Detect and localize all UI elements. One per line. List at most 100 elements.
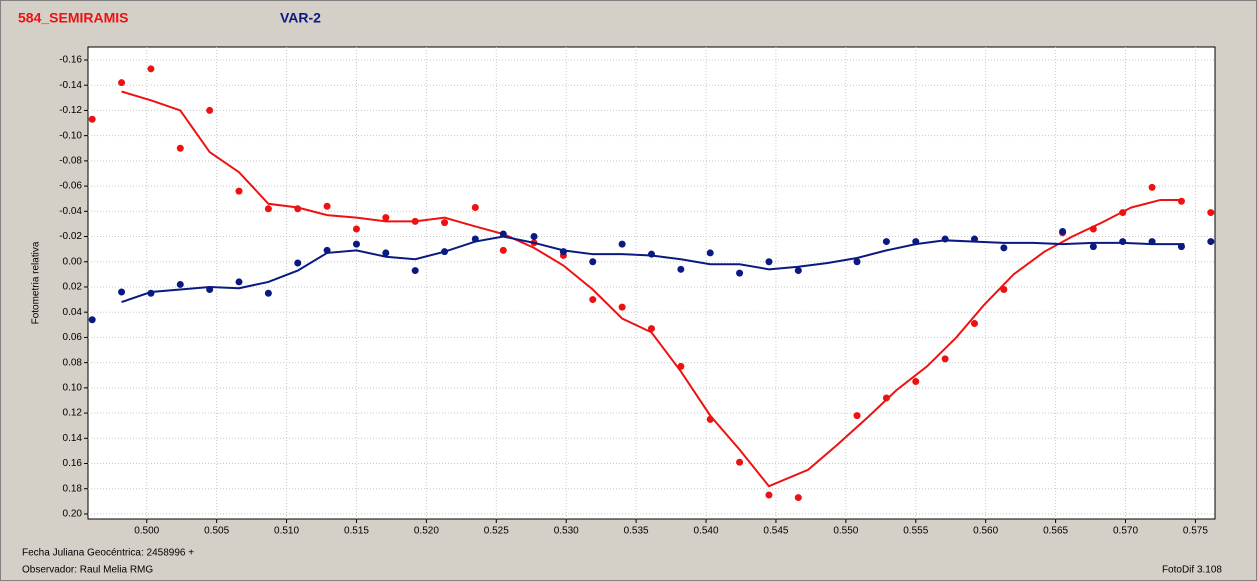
- data-point: [853, 258, 861, 266]
- data-point: [264, 205, 272, 213]
- data-point: [294, 205, 302, 213]
- y-tick-label: 0.20: [63, 509, 83, 520]
- y-tick-label: -0.08: [59, 156, 82, 167]
- y-tick-label: 0.16: [63, 458, 83, 469]
- data-point: [352, 240, 360, 248]
- x-tick-label: 0.530: [554, 526, 579, 537]
- data-point: [323, 246, 331, 254]
- y-tick-label: 0.00: [63, 256, 83, 267]
- data-point: [706, 249, 714, 257]
- y-tick-label: 0.02: [63, 282, 83, 293]
- data-point: [1177, 243, 1185, 251]
- data-point: [1177, 197, 1185, 205]
- y-tick-label: 0.04: [63, 307, 83, 318]
- y-tick-label: -0.02: [59, 231, 82, 242]
- data-point: [118, 79, 126, 87]
- data-point: [618, 240, 626, 248]
- y-tick-label: 0.12: [63, 408, 83, 419]
- x-tick-label: 0.575: [1183, 526, 1208, 537]
- data-point: [147, 289, 155, 297]
- data-point: [264, 289, 272, 297]
- footer-text: Observador: Raul Melia RMG: [22, 565, 153, 576]
- data-point: [176, 280, 184, 288]
- data-point: [736, 269, 744, 277]
- data-point: [1000, 244, 1008, 252]
- data-point: [1119, 238, 1127, 246]
- series-title: 584_SEMIRAMIS: [18, 10, 128, 26]
- data-point: [648, 250, 655, 258]
- data-point: [706, 415, 714, 423]
- data-point: [471, 204, 479, 212]
- data-point: [411, 217, 419, 225]
- y-tick-label: -0.12: [59, 105, 82, 116]
- data-point: [411, 267, 419, 275]
- data-point: [1207, 209, 1215, 217]
- y-axis-label: Fotometria relativa: [31, 241, 42, 324]
- data-point: [794, 267, 802, 275]
- data-point: [618, 303, 626, 311]
- y-tick-label: 0.18: [63, 483, 83, 494]
- x-tick-label: 0.505: [204, 526, 229, 537]
- data-point: [1207, 238, 1215, 246]
- data-point: [441, 219, 449, 227]
- data-point: [382, 214, 390, 222]
- x-tick-label: 0.555: [903, 526, 928, 537]
- data-point: [1089, 243, 1097, 251]
- data-point: [530, 233, 538, 241]
- y-tick-label: -0.10: [59, 130, 82, 141]
- data-point: [471, 235, 479, 243]
- data-point: [648, 325, 655, 333]
- x-tick-label: 0.560: [973, 526, 998, 537]
- x-tick-label: 0.550: [833, 526, 858, 537]
- data-point: [765, 491, 773, 499]
- y-tick-label: -0.14: [59, 80, 82, 91]
- data-point: [970, 320, 978, 328]
- data-point: [912, 378, 920, 386]
- data-point: [235, 278, 243, 286]
- x-tick-label: 0.500: [134, 526, 159, 537]
- data-point: [499, 230, 507, 238]
- y-tick-label: 0.10: [63, 382, 83, 393]
- data-point: [736, 458, 744, 466]
- x-tick-label: 0.570: [1113, 526, 1138, 537]
- x-tick-label: 0.520: [414, 526, 439, 537]
- x-tick-label: 0.540: [694, 526, 719, 537]
- data-point: [882, 394, 890, 402]
- x-tick-label: 0.510: [274, 526, 299, 537]
- data-point: [118, 288, 126, 296]
- data-point: [176, 144, 184, 152]
- series-title: VAR-2: [280, 10, 321, 26]
- x-tick-label: 0.545: [763, 526, 788, 537]
- x-tick-label: 0.535: [624, 526, 649, 537]
- data-point: [912, 238, 920, 246]
- data-point: [1000, 285, 1008, 293]
- y-tick-label: 0.14: [63, 433, 83, 444]
- data-point: [1089, 225, 1097, 233]
- y-tick-label: -0.04: [59, 206, 82, 217]
- data-point: [765, 258, 773, 266]
- x-tick-label: 0.525: [484, 526, 509, 537]
- data-point: [677, 265, 685, 273]
- data-point: [206, 106, 214, 114]
- data-point: [382, 249, 390, 257]
- data-point: [941, 355, 949, 363]
- data-point: [1148, 238, 1156, 246]
- data-point: [323, 202, 331, 210]
- data-point: [882, 238, 890, 246]
- plot-area: [87, 46, 1216, 520]
- data-point: [441, 248, 449, 256]
- data-point: [206, 285, 214, 293]
- data-point: [853, 412, 861, 420]
- footer-text: Fecha Juliana Geocéntrica: 2458996 +: [22, 548, 194, 559]
- data-point: [677, 362, 685, 370]
- data-point: [499, 246, 507, 254]
- data-point: [88, 316, 96, 324]
- x-tick-label: 0.565: [1043, 526, 1068, 537]
- y-tick-label: 0.06: [63, 332, 83, 343]
- data-point: [589, 258, 597, 266]
- data-point: [941, 235, 949, 243]
- software-label: FotoDif 3.108: [1162, 565, 1222, 576]
- data-point: [794, 494, 802, 502]
- y-tick-label: 0.08: [63, 357, 83, 368]
